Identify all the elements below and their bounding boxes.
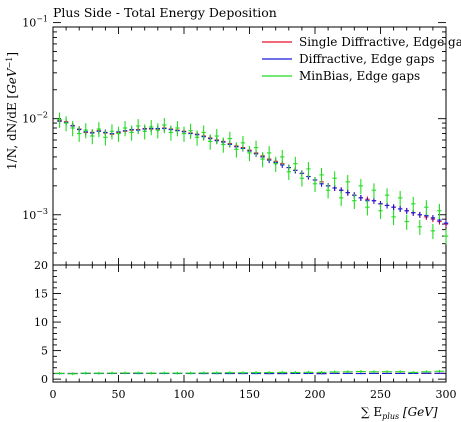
y-axis-label-unit: GeV bbox=[5, 67, 19, 94]
chart-title: Plus Side - Total Energy Deposition bbox=[53, 5, 277, 20]
series-0 bbox=[57, 117, 449, 228]
y-axis-label-exp: −1 bbox=[5, 57, 14, 69]
ratio-plot-frame bbox=[52, 264, 447, 383]
x-axis-label-main: ∑ E bbox=[361, 405, 382, 419]
ratio-data-series bbox=[54, 369, 445, 376]
ratio-y-tick-label: 20 bbox=[34, 259, 48, 272]
legend-label-0: Single Diffractive, Edge gaps bbox=[299, 35, 461, 49]
main-data-series bbox=[57, 112, 449, 245]
x-tick-label: 150 bbox=[239, 388, 260, 401]
x-tick-label: 100 bbox=[174, 388, 195, 401]
ratio-y-tick-label: 15 bbox=[34, 288, 48, 301]
y-tick-label: 10−1 bbox=[22, 15, 48, 30]
x-axis-label-unit: [GeV] bbox=[399, 405, 438, 419]
y-axis-label-main: 1/N, dN/dE [ bbox=[5, 94, 19, 170]
y-axis-label-close: ] bbox=[5, 52, 19, 57]
ratio-series-2 bbox=[54, 369, 445, 376]
legend-label-2: MinBias, Edge gaps bbox=[299, 69, 420, 83]
main-axis-ticks: 10−1 10−2 10−3 bbox=[22, 15, 447, 266]
series-1 bbox=[57, 118, 449, 227]
ratio-y-tick-label: 10 bbox=[34, 316, 48, 329]
x-tick-label: 250 bbox=[370, 388, 391, 401]
ratio-y-tick-label: 5 bbox=[41, 345, 48, 358]
legend-label-1: Diffractive, Edge gaps bbox=[299, 52, 434, 66]
y-tick-label: 10−3 bbox=[22, 207, 48, 222]
x-axis-label-sub: plus bbox=[382, 412, 399, 421]
y-tick-label: 10−2 bbox=[22, 111, 48, 126]
x-tick-label: 0 bbox=[50, 388, 57, 401]
ratio-axis-ticks: 0 50 100 150 200 250 300 0 5 10 15 20 bbox=[34, 259, 457, 401]
x-tick-label: 50 bbox=[112, 388, 126, 401]
ratio-y-tick-label: 0 bbox=[41, 373, 48, 386]
legend: Single Diffractive, Edge gaps Diffractive… bbox=[262, 35, 461, 83]
x-tick-label: 200 bbox=[305, 388, 326, 401]
y-axis-label: 1/N, dN/dE [GeV−1] bbox=[5, 52, 19, 170]
x-tick-label: 300 bbox=[436, 388, 457, 401]
x-axis-label: ∑ Eplus [GeV] bbox=[361, 405, 438, 421]
series-2 bbox=[57, 112, 449, 245]
